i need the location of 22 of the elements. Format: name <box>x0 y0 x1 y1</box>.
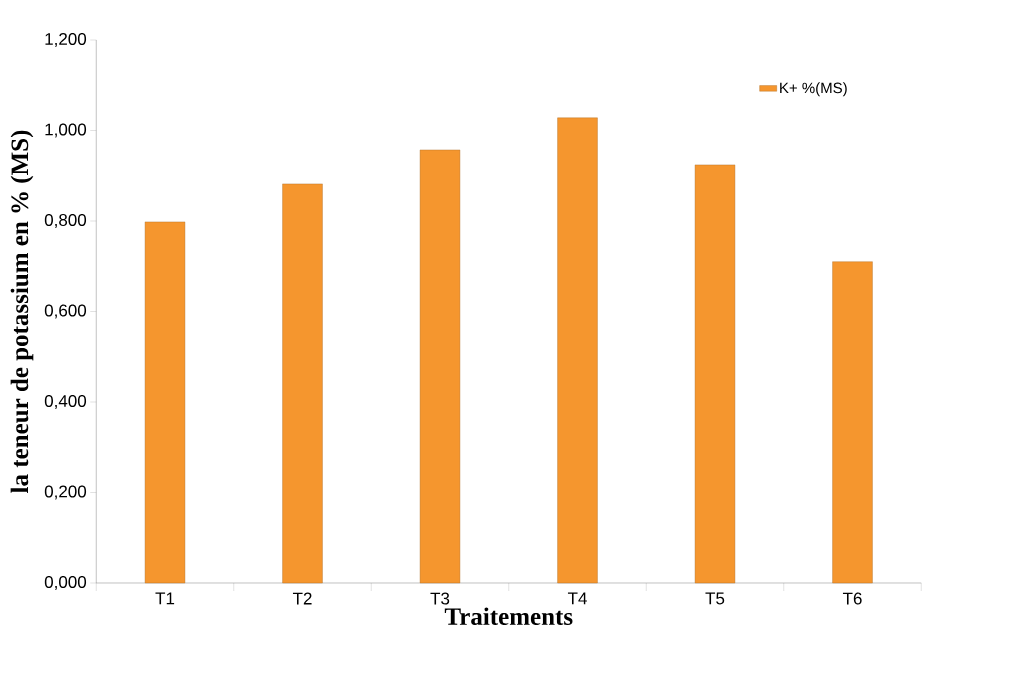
bar <box>282 183 323 584</box>
x-tick-label: T3 <box>430 592 450 605</box>
bar <box>557 117 598 584</box>
legend-label: K+ %(MS) <box>780 82 847 97</box>
x-tick-label: T2 <box>292 592 312 605</box>
y-tick-label: 0,600 <box>44 304 87 319</box>
x-tick-label: T6 <box>842 592 862 605</box>
bar <box>419 149 461 584</box>
x-tick-label: T4 <box>567 592 587 605</box>
y-axis-title: la teneur de potassium en % (MS) <box>10 130 34 493</box>
y-tick-label: 1,000 <box>45 123 87 138</box>
y-tick-label: 1,200 <box>45 32 87 48</box>
y-tick-label: 0,000 <box>44 575 87 591</box>
x-axis-title: Traitements <box>444 607 573 626</box>
y-tick-label: 0,400 <box>44 394 87 410</box>
bar <box>144 221 186 584</box>
bar <box>694 164 736 584</box>
x-tick-label: T5 <box>705 592 725 605</box>
bar <box>832 261 873 584</box>
x-tick-label: T1 <box>155 592 175 605</box>
y-tick-label: 0,200 <box>44 485 87 500</box>
y-tick-label: 0,800 <box>44 213 87 229</box>
